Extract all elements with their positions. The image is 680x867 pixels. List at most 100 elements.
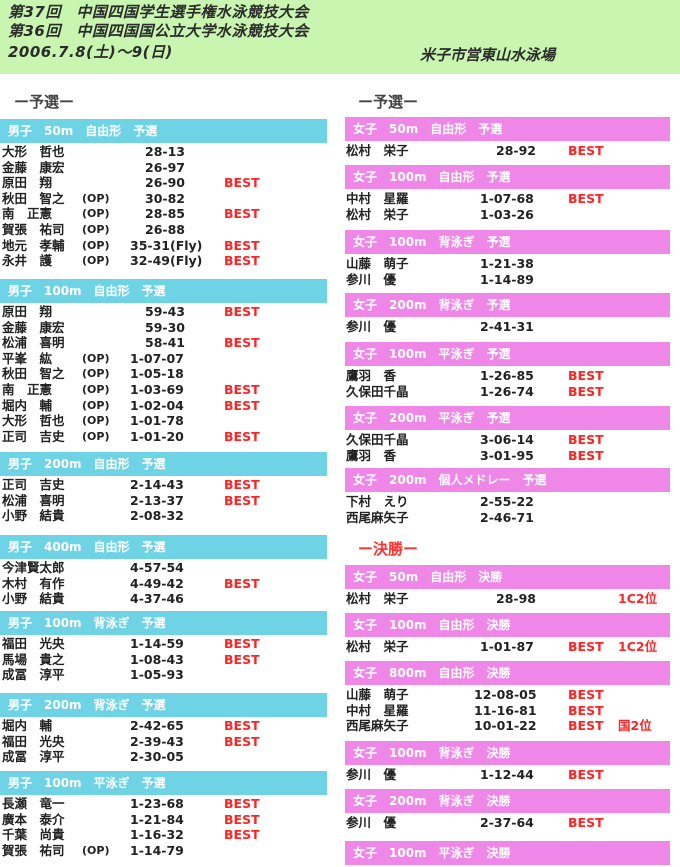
swimmer-name: 鷹羽 香: [346, 447, 397, 463]
right-section-label: ー予選ー: [358, 93, 419, 111]
event-header: 男子 100m 平泳ぎ 予選: [0, 771, 327, 795]
result-time: 28-98: [496, 591, 536, 606]
op-flag: (OP): [82, 367, 110, 381]
swimmer-name: 秋田 智之: [2, 190, 65, 206]
result-time: 1-21-84: [130, 811, 184, 827]
result-time: 4-49-42: [130, 575, 184, 591]
result-row: 永井 護 (OP) 32-49(Fly) BEST: [2, 253, 322, 268]
best-mark: BEST: [224, 335, 260, 351]
result-time: 26-90: [145, 175, 185, 191]
best-mark: BEST: [224, 382, 260, 397]
result-time: 28-92: [496, 143, 536, 158]
result-time: 1-14-59: [130, 636, 184, 651]
result-row: 松浦 喜明 2-13-37 BEST: [2, 493, 322, 508]
swimmer-name: 鷹羽 香: [346, 368, 397, 383]
result-row: 山藤 萌子 12-08-05 BEST: [346, 687, 676, 702]
best-mark: BEST: [224, 428, 260, 444]
result-time: 1-03-26: [480, 206, 534, 222]
swimmer-name: 成冨 淳平: [2, 667, 65, 683]
best-mark: BEST: [568, 368, 604, 383]
result-time: 1-14-79: [130, 842, 184, 858]
best-mark: BEST: [224, 796, 260, 811]
result-time: 1-05-93: [130, 667, 184, 683]
best-mark: BEST: [568, 383, 604, 399]
swimmer-name: 平峯 紘: [2, 350, 53, 366]
result-row: 金藤 康宏 26-97: [2, 160, 322, 175]
result-row: 小野 結貴 4-37-46: [2, 591, 322, 606]
best-mark: BEST: [568, 767, 604, 782]
result-time: 3-06-14: [480, 432, 534, 447]
swimmer-name: 南 正憲: [2, 206, 53, 222]
result-time: 4-57-54: [130, 560, 184, 575]
swimmer-name: 久保田千晶: [346, 432, 409, 447]
swimmer-name: 堀内 輔: [2, 397, 53, 413]
best-mark: BEST: [568, 815, 604, 830]
event-header: 女子 100m 平泳ぎ 決勝: [345, 841, 670, 865]
swimmer-name: 木村 有作: [2, 575, 65, 591]
result-time: 4-37-46: [130, 591, 184, 607]
op-flag: (OP): [82, 843, 110, 857]
result-row: 久保田千晶 3-06-14 BEST: [346, 432, 676, 447]
swimmer-name: 下村 えり: [346, 494, 409, 509]
result-time: 2-08-32: [130, 508, 184, 524]
event-header: 女子 800m 自由形 決勝: [345, 661, 670, 685]
result-row: 中村 星羅 1-07-68 BEST: [346, 191, 676, 206]
swimmer-name: 金藤 康宏: [2, 319, 65, 335]
swimmer-name: 秋田 智之: [2, 366, 65, 382]
meet-title-2: 第36回 中国四国国公立大学水泳競技大会: [8, 22, 309, 40]
result-time: 1-01-87: [480, 639, 534, 654]
result-row: 西尾麻矢子 2-46-71: [346, 510, 676, 525]
result-time: 1-21-38: [480, 256, 534, 271]
result-row: 南 正憲 (OP) 1-03-69 BEST: [2, 382, 322, 397]
event-header: 女子 100m 背泳ぎ 決勝: [345, 741, 670, 765]
best-mark: BEST: [224, 827, 260, 843]
result-row: 秋田 智之 (OP) 30-82: [2, 191, 322, 206]
event-header: 男子 200m 背泳ぎ 予選: [0, 693, 327, 717]
result-time: 12-08-05: [474, 687, 537, 702]
swimmer-name: 中村 星羅: [346, 702, 409, 718]
result-row: 福田 光央 1-14-59 BEST: [2, 636, 322, 651]
event-header: 男子 200m 自由形 予選: [0, 452, 327, 476]
swimmer-name: 中村 星羅: [346, 191, 409, 206]
result-row: 参川 優 1-14-89: [346, 272, 676, 287]
best-mark: BEST: [568, 639, 604, 654]
event-header: 男子 100m 自由形 予選: [0, 279, 327, 303]
result-row: 参川 優 2-41-31: [346, 319, 676, 334]
place-mark: 1C2位: [618, 639, 658, 654]
swimmer-name: 長瀬 竜一: [2, 796, 65, 811]
best-mark: BEST: [224, 811, 260, 827]
op-flag: (OP): [82, 429, 110, 443]
event-header: 女子 50m 自由形 決勝: [345, 565, 670, 589]
swimmer-name: 小野 結貴: [2, 591, 65, 607]
result-row: 鷹羽 香 3-01-95 BEST: [346, 448, 676, 463]
swimmer-name: 松村 栄子: [346, 206, 409, 222]
best-mark: BEST: [224, 492, 260, 508]
result-time: 1-14-89: [480, 271, 534, 287]
result-row: 金藤 康宏 59-30: [2, 320, 322, 335]
best-mark: BEST: [224, 575, 260, 591]
swimmer-name: 大形 哲也: [2, 144, 65, 159]
result-time: 35-31(Fly): [130, 237, 203, 253]
final-section-label: ー決勝ー: [358, 540, 419, 558]
result-time: 2-46-71: [480, 509, 534, 525]
event-header: 女子 100m 平泳ぎ 予選: [345, 342, 670, 366]
swimmer-name: 今津賢太郎: [2, 560, 65, 575]
swimmer-name: 松村 栄子: [346, 143, 409, 158]
swimmer-name: 参川 優: [346, 767, 397, 782]
result-time: 1-05-18: [130, 366, 184, 382]
op-flag: (OP): [82, 254, 110, 268]
place-mark: 国2位: [618, 718, 652, 734]
left-section-label: ー予選ー: [14, 93, 75, 111]
event-header: 女子 200m 背泳ぎ 予選: [345, 293, 670, 317]
swimmer-name: 原田 翔: [2, 304, 53, 319]
result-time: 1-07-07: [130, 350, 184, 366]
result-row: 南 正憲 (OP) 28-85 BEST: [2, 206, 322, 221]
best-mark: BEST: [224, 651, 260, 667]
best-mark: BEST: [224, 718, 260, 733]
result-time: 30-82: [145, 190, 185, 206]
swimmer-name: 馬場 貴之: [2, 651, 65, 667]
swimmer-name: 西尾麻矢子: [346, 718, 409, 734]
best-mark: BEST: [568, 718, 604, 734]
event-header: 女子 200m 背泳ぎ 決勝: [345, 789, 670, 813]
swimmer-name: 山藤 萌子: [346, 687, 409, 702]
